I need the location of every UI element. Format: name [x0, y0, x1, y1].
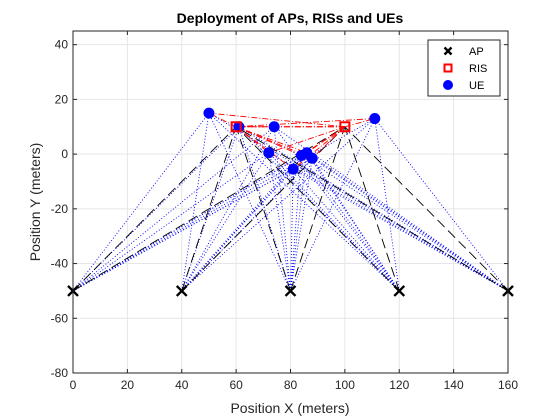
ris-ue-link: [208, 112, 345, 128]
legend-label: AP: [469, 46, 484, 58]
ap-ris-link: [235, 126, 400, 292]
y-tick-label: -80: [51, 366, 69, 380]
ap-ue-link: [273, 126, 291, 291]
legend-ue-icon: [443, 80, 453, 90]
links: [72, 112, 509, 292]
ris-ue-link: [268, 126, 346, 154]
ap-ris-link: [290, 126, 346, 292]
y-tick-label: -60: [51, 311, 69, 325]
ap-marker: [284, 285, 297, 297]
ap-ue-link: [72, 126, 275, 292]
ris-ue-link: [311, 126, 346, 159]
ap-ris-link: [235, 126, 509, 292]
x-tick-label: 140: [444, 378, 464, 392]
ap-ue-link: [238, 126, 400, 292]
ap-ue-link: [311, 157, 400, 292]
y-tick-label: 40: [55, 38, 69, 52]
ap-ue-link: [374, 118, 509, 292]
ris-ue-link: [235, 126, 270, 154]
chart-title: Deployment of APs, RISs and UEs: [177, 10, 404, 26]
x-tick-label: 40: [175, 378, 189, 392]
ue-marker: [287, 163, 299, 175]
ris-ue-link: [235, 126, 307, 154]
y-tick-label: 20: [55, 92, 69, 106]
x-tick-label: 80: [284, 378, 298, 392]
ap-ris-link: [72, 126, 237, 292]
ap-marker: [175, 285, 188, 297]
ue-marker: [203, 107, 215, 119]
marks: [67, 107, 514, 297]
ap-ris-link: [181, 126, 237, 292]
legend-ap-icon: [443, 46, 453, 56]
ue-marker: [369, 113, 381, 125]
x-tick-label: 160: [498, 378, 518, 392]
ticks: 0 20 40 60 80 100 120 140 160 -80 -60 -40 -20 0 20 40: [51, 31, 518, 392]
ap-ue-link: [290, 152, 308, 291]
x-tick-label: 100: [335, 378, 355, 392]
x-tick-label: 0: [70, 378, 77, 392]
y-tick-label: -20: [51, 202, 69, 216]
ap-ue-link: [72, 112, 210, 292]
ap-ue-link: [181, 126, 240, 292]
ap-ue-link: [374, 118, 400, 291]
x-tick-label: 120: [389, 378, 409, 392]
ue-marker: [263, 147, 275, 159]
ap-marker: [393, 285, 406, 297]
ue-marker: [306, 152, 318, 164]
y-axis-label: Position Y (meters): [27, 143, 43, 262]
ap-ue-link: [268, 152, 509, 292]
ap-ris-link: [344, 126, 400, 292]
ap-ue-link: [208, 112, 509, 292]
legend-box: [427, 39, 501, 97]
ap-ue-link: [72, 152, 270, 292]
ap-ue-link: [301, 155, 509, 292]
legend-ris-icon: [443, 63, 453, 73]
x-tick-label: 60: [229, 378, 243, 392]
x-axis-label: Position X (meters): [230, 400, 349, 416]
ris-marker: [339, 121, 351, 133]
legend-label: UE: [469, 80, 484, 92]
ap-ris-link: [181, 126, 346, 292]
ap-ue-link: [301, 155, 400, 292]
ris-ue-link: [235, 126, 294, 170]
ap-ris-link: [344, 126, 509, 292]
ris-ue-link: [236, 118, 375, 128]
x-tick-label: 20: [121, 378, 135, 392]
ap-ue-link: [273, 126, 400, 292]
ris-marker: [230, 121, 242, 133]
ap-ue-link: [72, 118, 376, 292]
ap-ue-link: [181, 157, 313, 292]
ap-ue-link: [181, 152, 270, 292]
ap-ue-link: [268, 152, 291, 291]
ris-ue-link: [292, 126, 346, 170]
legend: AP RIS UE: [427, 39, 501, 97]
ap-ue-link: [290, 169, 294, 291]
ap-ue-link: [311, 157, 509, 292]
y-tick-label: 0: [61, 147, 68, 161]
ap-ue-link: [181, 118, 376, 292]
ue-marker: [268, 121, 280, 133]
ap-ris-link: [235, 126, 291, 292]
legend-label: RIS: [469, 63, 487, 75]
ris-ue-link: [306, 126, 346, 154]
ap-ue-link: [181, 168, 294, 292]
y-tick-label: -40: [51, 257, 69, 271]
ap-ue-link: [181, 126, 275, 292]
ap-ue-link: [181, 152, 308, 292]
ap-ue-link: [292, 168, 509, 292]
ap-ue-link: [290, 118, 376, 292]
